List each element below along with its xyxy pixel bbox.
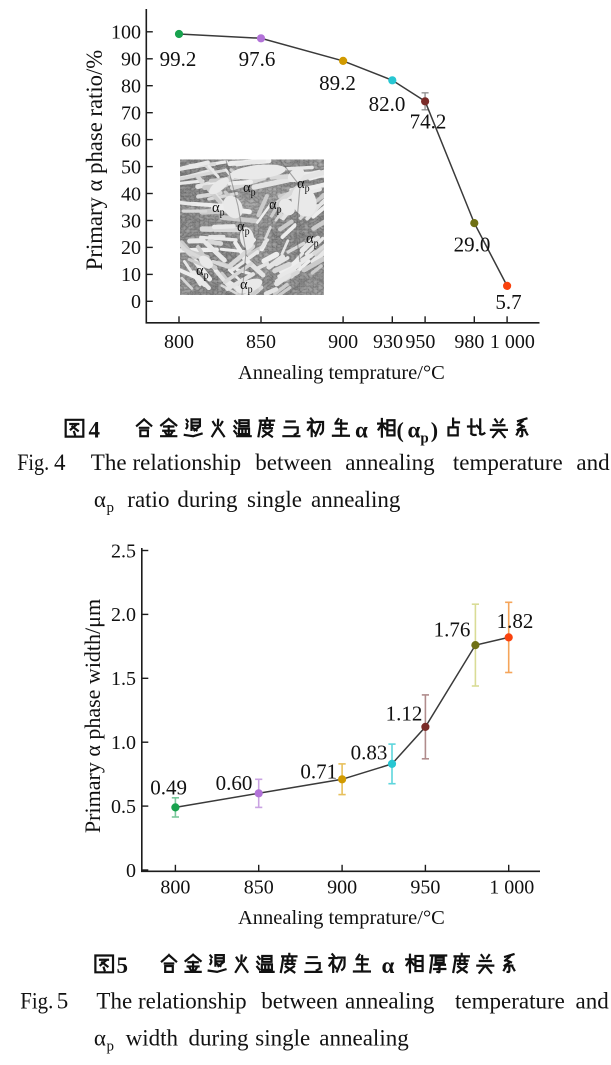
svg-text:800: 800 <box>164 331 194 353</box>
svg-text:950: 950 <box>410 877 440 899</box>
svg-text:1.0: 1.0 <box>111 732 136 754</box>
svg-text:1.12: 1.12 <box>386 702 423 726</box>
svg-text:1.82: 1.82 <box>497 609 534 633</box>
svg-text:1.5: 1.5 <box>111 668 136 690</box>
svg-text:29.0: 29.0 <box>454 233 491 257</box>
svg-text:930: 930 <box>373 331 403 353</box>
svg-text:950: 950 <box>405 331 435 353</box>
svg-text:4: 4 <box>89 417 101 442</box>
svg-text:0: 0 <box>126 860 136 882</box>
svg-text:82.0: 82.0 <box>369 92 406 116</box>
svg-text:90: 90 <box>121 49 141 71</box>
svg-text:89.2: 89.2 <box>319 71 356 95</box>
svg-text:70: 70 <box>121 103 141 125</box>
svg-text:Annealing temprature/°C: Annealing temprature/°C <box>238 907 445 929</box>
svg-text:1 000: 1 000 <box>490 331 535 353</box>
svg-text:0.49: 0.49 <box>150 776 187 800</box>
svg-text:900: 900 <box>327 877 357 899</box>
svg-text:97.6: 97.6 <box>239 47 276 71</box>
svg-text:0.60: 0.60 <box>216 771 253 795</box>
svg-text:980: 980 <box>454 331 484 353</box>
svg-text:74.2: 74.2 <box>410 110 447 134</box>
svg-text:100: 100 <box>111 22 141 44</box>
svg-text:0.5: 0.5 <box>111 796 136 818</box>
svg-text:α: α <box>355 417 368 442</box>
svg-text:900: 900 <box>328 331 358 353</box>
svg-text:800: 800 <box>160 877 190 899</box>
svg-text:(: ( <box>397 417 404 442</box>
svg-text:50: 50 <box>121 156 141 178</box>
svg-text:1 000: 1 000 <box>489 877 534 899</box>
svg-text:Primary α phase width/μm: Primary α phase width/μm <box>80 599 105 833</box>
svg-text:0.71: 0.71 <box>300 760 337 784</box>
svg-text:99.2: 99.2 <box>160 47 197 71</box>
svg-text:5.7: 5.7 <box>495 290 521 314</box>
svg-text:5: 5 <box>117 953 129 978</box>
svg-text:80: 80 <box>121 76 141 98</box>
svg-text:1.76: 1.76 <box>434 618 471 642</box>
svg-text:): ) <box>431 417 438 442</box>
svg-text:α: α <box>382 953 395 978</box>
svg-text:Annealing temprature/°C: Annealing temprature/°C <box>238 362 445 384</box>
svg-text:850: 850 <box>246 331 276 353</box>
svg-text:2.0: 2.0 <box>111 604 136 626</box>
svg-text:0: 0 <box>131 291 141 313</box>
svg-text:10: 10 <box>121 264 141 286</box>
svg-text:60: 60 <box>121 129 141 151</box>
svg-text:0.83: 0.83 <box>351 741 388 765</box>
svg-text:20: 20 <box>121 237 141 259</box>
svg-text:30: 30 <box>121 210 141 232</box>
svg-text:Primary α phase ratio/%: Primary α phase ratio/% <box>82 50 107 271</box>
svg-text:40: 40 <box>121 183 141 205</box>
svg-text:850: 850 <box>244 877 274 899</box>
svg-text:2.5: 2.5 <box>111 540 136 562</box>
